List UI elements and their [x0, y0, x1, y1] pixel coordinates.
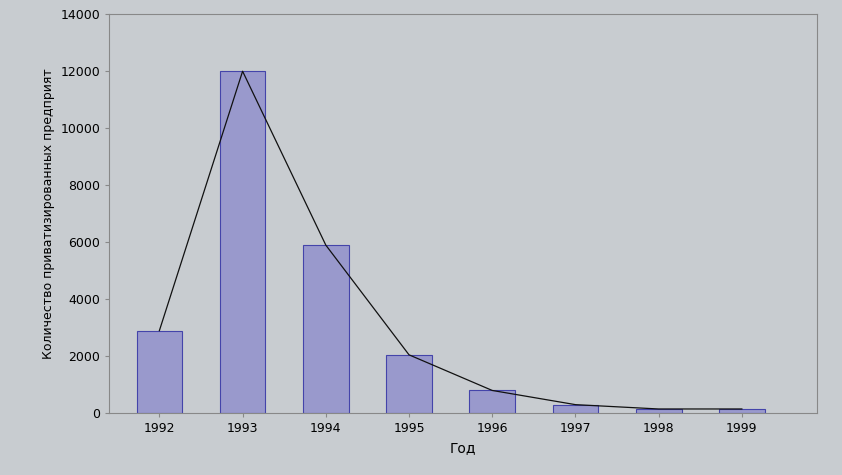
X-axis label: Год: Год [450, 441, 477, 455]
Bar [136, 331, 182, 413]
Bar [719, 409, 765, 413]
Y-axis label: Количество приватизированных предприят: Количество приватизированных предприят [42, 68, 55, 359]
Bar [552, 405, 599, 413]
Bar [469, 390, 515, 413]
Bar [386, 355, 432, 413]
Bar [220, 71, 265, 413]
Bar [636, 409, 681, 413]
Bar [303, 245, 349, 413]
